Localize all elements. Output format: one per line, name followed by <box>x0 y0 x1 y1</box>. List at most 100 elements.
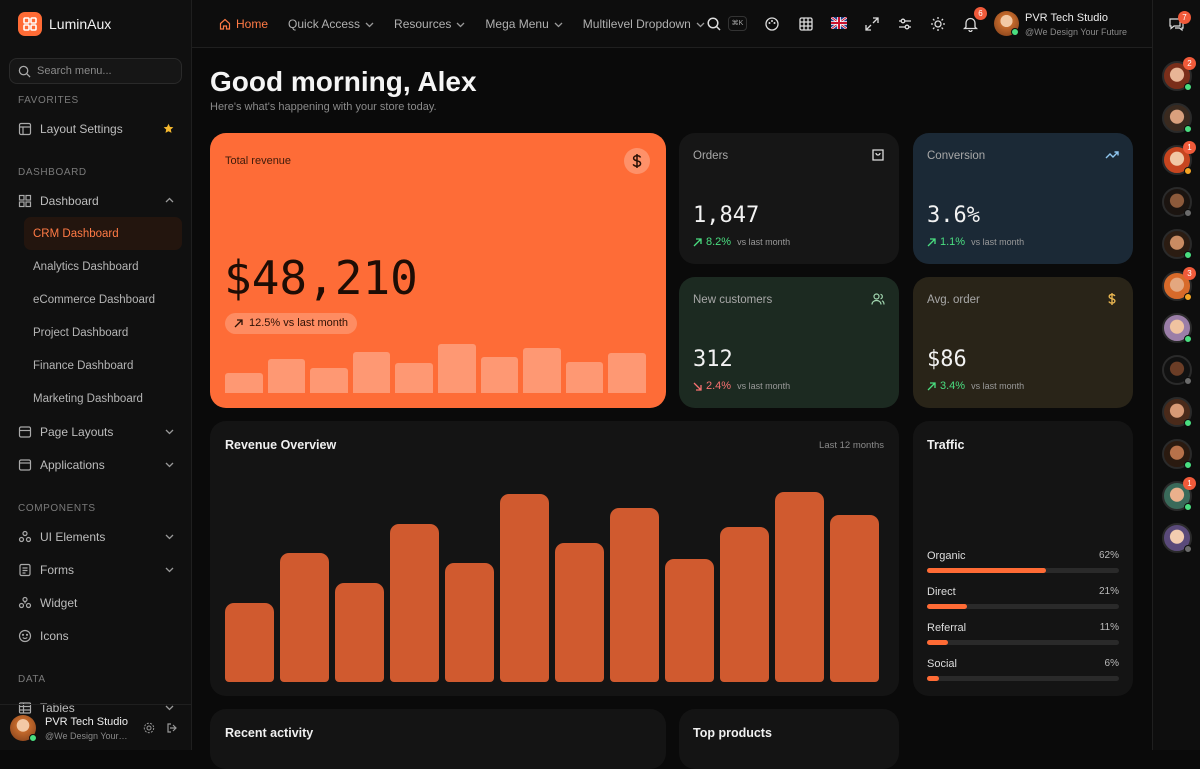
bar <box>445 563 494 682</box>
kpi-card[interactable]: Conversion 3.6% 1.1% vs last month <box>913 133 1133 264</box>
notification-icon[interactable] <box>963 16 978 32</box>
contacts-rail: 7 2 1 3 1 <box>1152 0 1200 750</box>
menu-item[interactable]: UI Elements <box>0 520 192 553</box>
search-icon[interactable] <box>707 17 721 31</box>
kpi-change-note: vs last month <box>971 381 1025 391</box>
traffic-row: Social 6% <box>927 658 1119 688</box>
submenu-item[interactable]: CRM Dashboard <box>24 217 182 250</box>
contact-avatar[interactable] <box>1162 313 1192 343</box>
kpi-change-value: 8.2% <box>706 236 732 248</box>
menu-item-label: Layout Settings <box>40 121 123 136</box>
revenue-bars <box>225 482 885 682</box>
kpi-icon <box>1108 293 1116 305</box>
nav-item[interactable]: Mega Menu <box>485 17 563 31</box>
submenu-item[interactable]: Analytics Dashboard <box>33 260 139 273</box>
kpi-value: 3.6% <box>927 203 980 228</box>
light-mode-icon[interactable] <box>930 16 946 32</box>
nav-item[interactable]: Multilevel Dropdown <box>583 17 705 31</box>
settings-icon[interactable] <box>143 722 155 734</box>
menu-item[interactable]: Dashboard <box>0 184 192 217</box>
revenue-overview-card: Revenue Overview Last 12 months <box>210 421 899 696</box>
bar <box>280 553 329 682</box>
kpi-change-note: vs last month <box>737 381 791 391</box>
traffic-percent: 62% <box>1098 550 1119 561</box>
theme-icon[interactable] <box>765 17 779 31</box>
submenu-item[interactable]: eCommerce Dashboard <box>33 293 156 306</box>
revenue-card[interactable]: Total revenue $48,210 12.5% vs last mont… <box>210 133 666 408</box>
bar <box>720 527 769 682</box>
bar <box>500 494 549 682</box>
bar <box>555 543 604 682</box>
section-title: DASHBOARD <box>18 167 87 178</box>
menu-item[interactable]: Applications <box>0 448 192 481</box>
menu-item[interactable]: Page Layouts <box>0 415 192 448</box>
logout-icon[interactable] <box>166 722 178 734</box>
nav-item[interactable]: Home <box>219 17 268 31</box>
submenu-item[interactable]: Finance Dashboard <box>33 359 134 372</box>
contact-avatar[interactable] <box>1162 187 1192 217</box>
traffic-source: Organic <box>927 550 966 562</box>
progress-track <box>927 676 1119 681</box>
card-title: Traffic <box>927 438 965 452</box>
sparkline-bar <box>352 351 391 393</box>
filters-icon[interactable] <box>898 17 912 31</box>
revenue-label: Total revenue <box>225 155 292 167</box>
fullscreen-icon[interactable] <box>865 17 879 31</box>
traffic-source: Direct <box>927 586 956 598</box>
menu-item[interactable]: Layout Settings <box>0 112 192 145</box>
status-dot <box>1011 28 1019 36</box>
brand-logo[interactable] <box>18 12 42 36</box>
main-content: Good morning, Alex Here's what's happeni… <box>192 48 1152 769</box>
contact-avatar[interactable] <box>1162 355 1192 385</box>
brand-name[interactable]: LuminAux <box>49 16 112 32</box>
contact-avatar[interactable] <box>1162 523 1192 553</box>
kpi-label: Avg. order <box>927 294 980 306</box>
nav-item[interactable]: Resources <box>394 17 465 31</box>
contact-badge: 1 <box>1183 477 1196 490</box>
kpi-card[interactable]: Avg. order $86 3.4% vs last month <box>913 277 1133 408</box>
top-user-name[interactable]: PVR Tech Studio <box>1025 12 1108 24</box>
submenu-item[interactable]: Marketing Dashboard <box>33 392 143 405</box>
kpi-icon <box>872 149 884 161</box>
kpi-label: Orders <box>693 150 729 162</box>
traffic-source: Referral <box>927 622 967 634</box>
menu-item[interactable]: Forms <box>0 553 192 586</box>
kpi-change: 2.4% vs last month <box>693 380 790 392</box>
nav-item[interactable]: Quick Access <box>288 17 374 31</box>
notification-badge: 6 <box>974 7 987 20</box>
sparkline-bar <box>523 348 561 393</box>
user-tagline: @We Design Your Future <box>45 731 130 741</box>
menu-item-label: Forms <box>40 562 74 577</box>
menu-item-label: Applications <box>40 457 105 472</box>
bar <box>225 603 274 682</box>
menu-item-label: UI Elements <box>40 529 106 544</box>
sparkline-bar <box>267 359 306 393</box>
contact-badge: 1 <box>1183 141 1196 154</box>
period-label: Last 12 months <box>819 440 884 451</box>
kpi-value: $86 <box>927 347 967 372</box>
sidebar-user[interactable]: PVR Tech Studio @We Design Your Future <box>0 704 192 750</box>
topbar: Home Quick Access Resources Mega Menu Multil… <box>192 0 1152 48</box>
language-flag[interactable] <box>831 17 847 29</box>
bar <box>390 524 439 682</box>
kpi-card[interactable]: Orders 1,847 8.2% vs last month <box>679 133 899 264</box>
status-dot <box>1184 83 1192 91</box>
bar <box>830 515 879 682</box>
kpi-card[interactable]: New customers 312 2.4% vs last month <box>679 277 899 408</box>
revenue-change-text: 12.5% vs last month <box>249 317 349 329</box>
menu-item[interactable]: Icons <box>0 619 192 652</box>
card-title: Top products <box>693 726 772 740</box>
submenu-item[interactable]: Project Dashboard <box>33 326 129 339</box>
traffic-percent: 11% <box>1099 622 1119 633</box>
nav-label: Mega Menu <box>485 17 549 31</box>
recent-activity-card: Recent activity <box>210 709 666 769</box>
menu-item-label: Widget <box>40 595 78 610</box>
status-dot <box>1184 545 1192 553</box>
bar <box>610 508 659 682</box>
menu-item[interactable]: Widget <box>0 586 192 619</box>
apps-icon[interactable] <box>799 17 813 31</box>
search-box[interactable]: Search menu... <box>9 58 182 84</box>
progress-bar <box>927 676 939 681</box>
kpi-label: New customers <box>693 294 773 306</box>
